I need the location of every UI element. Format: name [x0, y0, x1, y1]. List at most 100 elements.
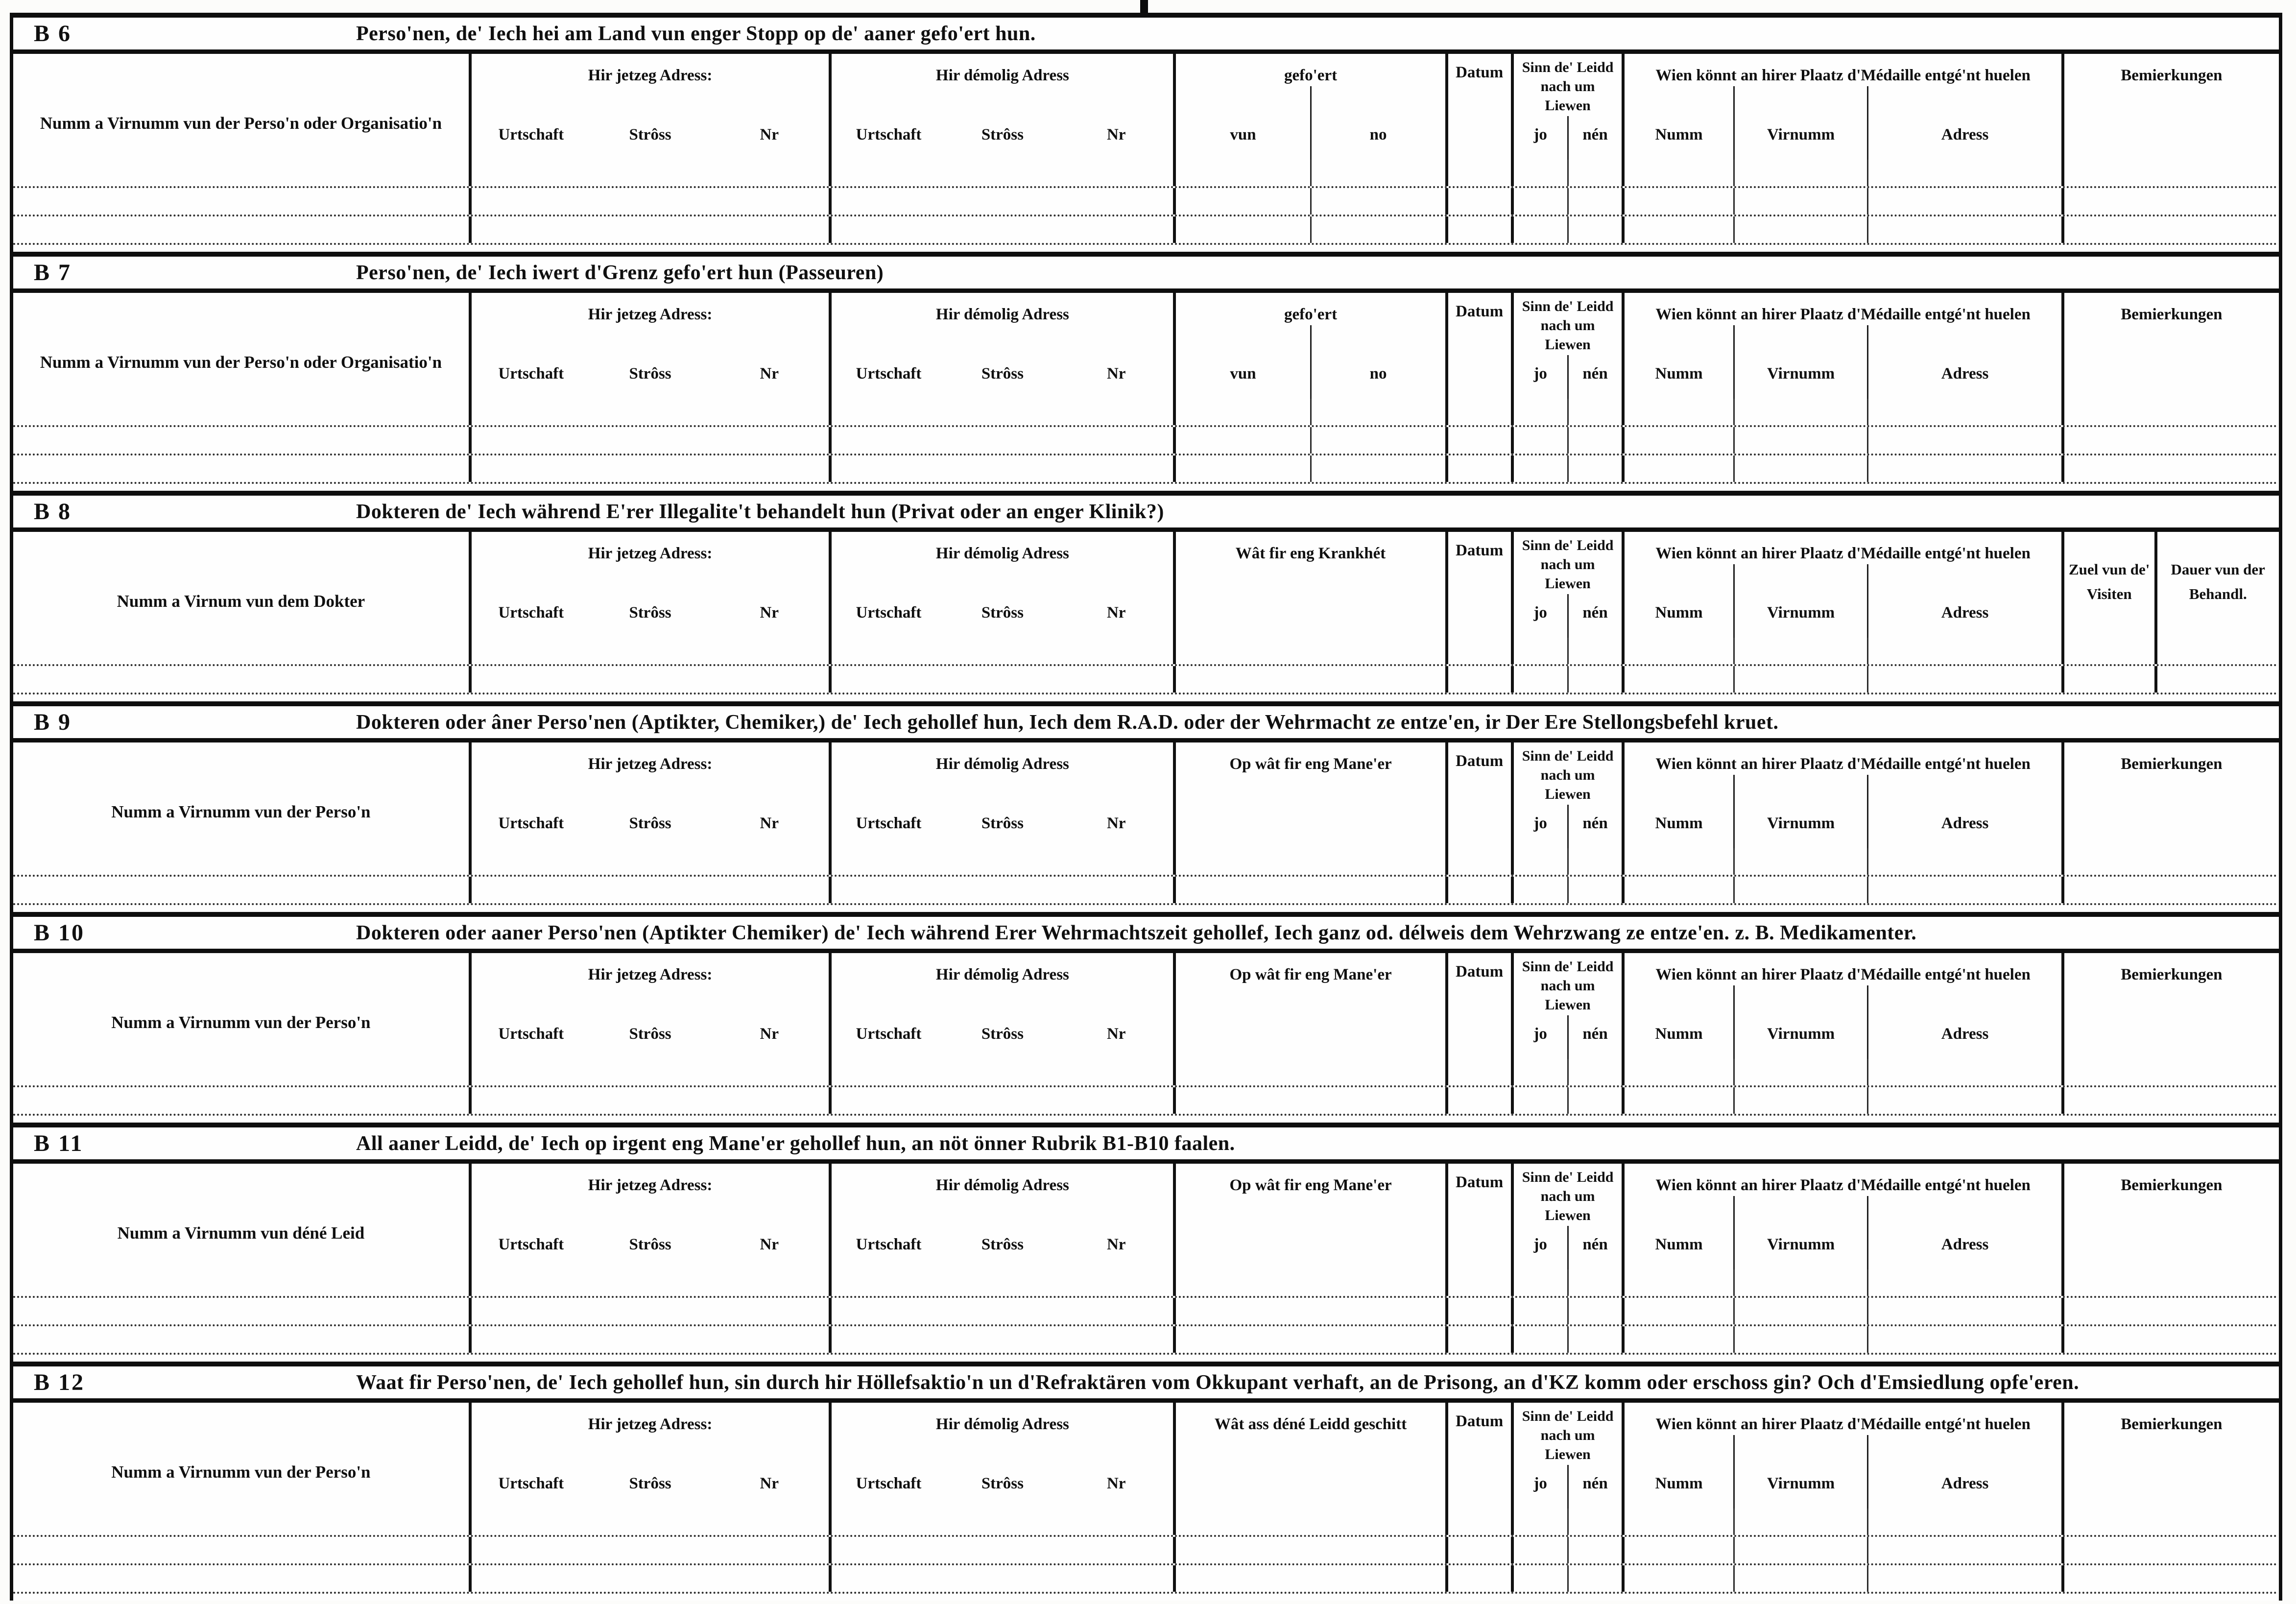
header-middle-column: gefo'ert vun no	[1173, 54, 1445, 160]
header-former-address-subcolumns: Urtschaft Strôss Nr	[832, 985, 1173, 1059]
blank-cell	[468, 1508, 829, 1535]
subcolumn-label: Virnumm	[1733, 1196, 1867, 1269]
header-date-label: Datum	[1456, 542, 1504, 559]
blank-cell	[468, 1087, 829, 1114]
blank-subcell	[1567, 666, 1622, 693]
header-alive: Sinn de' Leidd nach um Liewen jo nén	[1510, 532, 1622, 638]
blank-cell	[829, 1087, 1173, 1114]
subcolumn-label: nén	[1567, 1465, 1622, 1508]
header-date-label: Datum	[1456, 1412, 1504, 1430]
blank-subcell	[1867, 638, 2061, 664]
subcolumn-label: Nr	[1107, 126, 1126, 144]
subcolumn-label: Nr	[1107, 1025, 1126, 1043]
blank-cell	[1445, 638, 1511, 664]
blank-cell	[1622, 216, 2061, 243]
blank-cell	[468, 399, 829, 425]
subcolumn-label: Numm	[1655, 126, 1703, 144]
blank-subcell	[1514, 666, 1567, 693]
blank-entry-row	[13, 455, 2279, 484]
blank-entry-row	[13, 160, 2279, 188]
subcolumn-label: Urtschaft	[498, 604, 564, 622]
blank-cell	[829, 1269, 1173, 1296]
header-medal-recipient-label: Wien könnt an hirer Plaatz d'Médaille en…	[1655, 1415, 2031, 1433]
blank-cell	[1173, 216, 1445, 243]
blank-subcell	[1310, 427, 1445, 454]
blank-cell	[829, 399, 1173, 425]
blank-subcell	[1514, 638, 1567, 664]
subcolumn-label: Numm	[1655, 604, 1703, 622]
blank-cell	[13, 160, 469, 186]
blank-subcell	[1514, 1537, 1567, 1563]
subcolumn-label: Nr	[760, 1025, 779, 1043]
blank-cell	[1445, 1087, 1511, 1114]
subcolumn-label: jo	[1533, 1236, 1547, 1253]
blank-subcell	[1514, 1087, 1567, 1114]
blank-cell	[1510, 1059, 1622, 1085]
section-title: Dokteren de' Iech während E'rer Illegali…	[356, 500, 1164, 523]
section-b11: B 11 All aaner Leidd, de' Iech op irgent …	[13, 1123, 2279, 1362]
blank-cell	[13, 1059, 469, 1085]
header-former-address-label: Hir démolig Adress	[935, 1176, 1069, 1194]
header-current-address: Hir jetzeg Adress: Urtschaft Strôss Nr	[468, 1164, 829, 1269]
blank-cell	[13, 848, 469, 875]
blank-cell	[1445, 427, 1511, 454]
section-number: B 7	[34, 260, 72, 286]
blank-cell	[13, 1298, 469, 1324]
blank-cell	[829, 1059, 1173, 1085]
blank-cell	[468, 877, 829, 903]
header-former-address: Hir démolig Adress Urtschaft Strôss Nr	[829, 953, 1173, 1059]
header-current-address-label: Hir jetzeg Adress:	[588, 1176, 713, 1194]
subcolumn-label: Adress	[1867, 1196, 2061, 1269]
header-medal-recipient-label: Wien könnt an hirer Plaatz d'Médaille en…	[1655, 306, 2031, 323]
blank-subcell	[1867, 1508, 2061, 1535]
header-medal-recipient-label: Wien könnt an hirer Plaatz d'Médaille en…	[1655, 1176, 2031, 1194]
blank-subcell	[1310, 399, 1445, 425]
blank-subcell	[1514, 427, 1567, 454]
subcolumn-label: Adress	[1867, 1435, 2061, 1508]
blank-cell	[1510, 399, 1622, 425]
subcolumn-label: Urtschaft	[856, 1475, 922, 1492]
header-medal-recipient-subcolumns: Numm Virnumm Adress	[1625, 86, 2061, 160]
subcolumn-label: Urtschaft	[498, 126, 564, 144]
blank-subcell	[1567, 188, 1622, 215]
header-former-address: Hir démolig Adress Urtschaft Strôss Nr	[829, 532, 1173, 638]
blank-cell	[1510, 1087, 1622, 1114]
blank-cell	[1510, 1269, 1622, 1296]
header-alive: Sinn de' Leidd nach um Liewen jo nén	[1510, 1164, 1622, 1269]
blank-cell	[1622, 399, 2061, 425]
header-former-address-subcolumns: Urtschaft Strôss Nr	[832, 1196, 1173, 1269]
blank-subcell	[1867, 1565, 2061, 1592]
blank-subcell	[1625, 188, 1733, 215]
subcolumn-label: Strôss	[981, 1025, 1024, 1043]
blank-subcell	[1733, 638, 1867, 664]
blank-cell	[468, 666, 829, 693]
subcolumn-label: jo	[1533, 1025, 1547, 1043]
subcolumn-label: Adress	[1867, 564, 2061, 638]
header-remarks-label: Bemierkungen	[2121, 1415, 2223, 1433]
blank-cell	[1173, 1565, 1445, 1592]
blank-entry-row	[13, 1537, 2279, 1565]
header-name-column-label: Numm a Virnumm vun der Perso'n oder Orga…	[40, 114, 442, 133]
header-name-column-label: Numm a Virnum vun dem Dokter	[117, 592, 365, 611]
subcolumn-label: Strôss	[981, 1236, 1024, 1253]
subcolumn-label: Nr	[760, 1236, 779, 1253]
header-visit-count: Zuel vun de' Visiten	[2061, 532, 2154, 638]
header-alive: Sinn de' Leidd nach um Liewen jo nén	[1510, 1403, 1622, 1508]
header-visit-count-label: Zuel vun de' Visiten	[2068, 561, 2150, 602]
header-date: Datum	[1445, 54, 1511, 160]
blank-subcell	[1176, 427, 1310, 454]
header-former-address-label: Hir démolig Adress	[935, 545, 1069, 562]
header-name-column: Numm a Virnum vun dem Dokter	[13, 532, 469, 638]
subcolumn-label: Strôss	[981, 604, 1024, 622]
header-current-address: Hir jetzeg Adress: Urtschaft Strôss Nr	[468, 953, 829, 1059]
blank-cell	[468, 160, 829, 186]
section-b10: B 10 Dokteren oder aaner Perso'nen (Aptik…	[13, 912, 2279, 1123]
blank-cell	[1510, 1298, 1622, 1324]
header-date: Datum	[1445, 1403, 1511, 1508]
blank-cell	[1510, 1508, 1622, 1535]
blank-subcell	[1310, 216, 1445, 243]
header-row: Numm a Virnumm vun der Perso'n Hir jetzeg…	[13, 1403, 2279, 1508]
header-medal-recipient: Wien könnt an hirer Plaatz d'Médaille en…	[1622, 953, 2061, 1059]
blank-cell	[829, 1565, 1173, 1592]
blank-subcell	[1867, 1059, 2061, 1085]
